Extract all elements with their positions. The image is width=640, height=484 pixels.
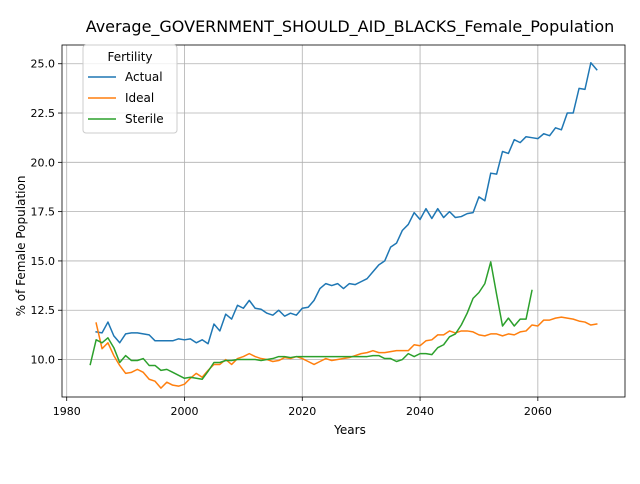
x-tick-label: 2020 — [288, 405, 316, 418]
legend-box — [82, 44, 178, 134]
series-lines — [89, 62, 598, 389]
y-tick-label: 10.0 — [31, 354, 56, 367]
legend-label-actual: Actual — [125, 70, 163, 84]
x-axis-label: Years — [333, 423, 366, 437]
y-tick-label: 22.5 — [31, 107, 56, 120]
chart-title: Average_GOVERNMENT_SHOULD_AID_BLACKS_Fem… — [86, 17, 615, 37]
legend-label-sterile: Sterile — [125, 112, 164, 126]
legend-label-ideal: Ideal — [125, 91, 154, 105]
x-tick-label: 2040 — [406, 405, 434, 418]
y-tick-label: 20.0 — [31, 156, 56, 169]
series-line-ideal — [95, 316, 598, 389]
legend-title: Fertility — [107, 50, 152, 64]
legend: Fertility Actual Ideal Sterile — [82, 44, 178, 134]
x-tick-label: 2000 — [170, 405, 198, 418]
y-tick-label: 25.0 — [31, 58, 56, 71]
y-tick-label: 17.5 — [31, 206, 56, 219]
y-tick-label: 12.5 — [31, 304, 56, 317]
plot-frame — [61, 44, 626, 398]
series-line-actual — [95, 62, 598, 345]
x-tick-label: 2060 — [524, 405, 552, 418]
series-line-sterile — [89, 261, 533, 380]
x-tick-label: 1980 — [53, 405, 81, 418]
legend-entries: Actual Ideal Sterile — [88, 70, 164, 126]
y-axis-label: % of Female Population — [14, 176, 28, 317]
y-tick-label: 15.0 — [31, 255, 56, 268]
axis-ticks: 1980 2000 2020 2040 2060 10.0 12.5 15.0 17.5 20.0… — [31, 58, 552, 418]
